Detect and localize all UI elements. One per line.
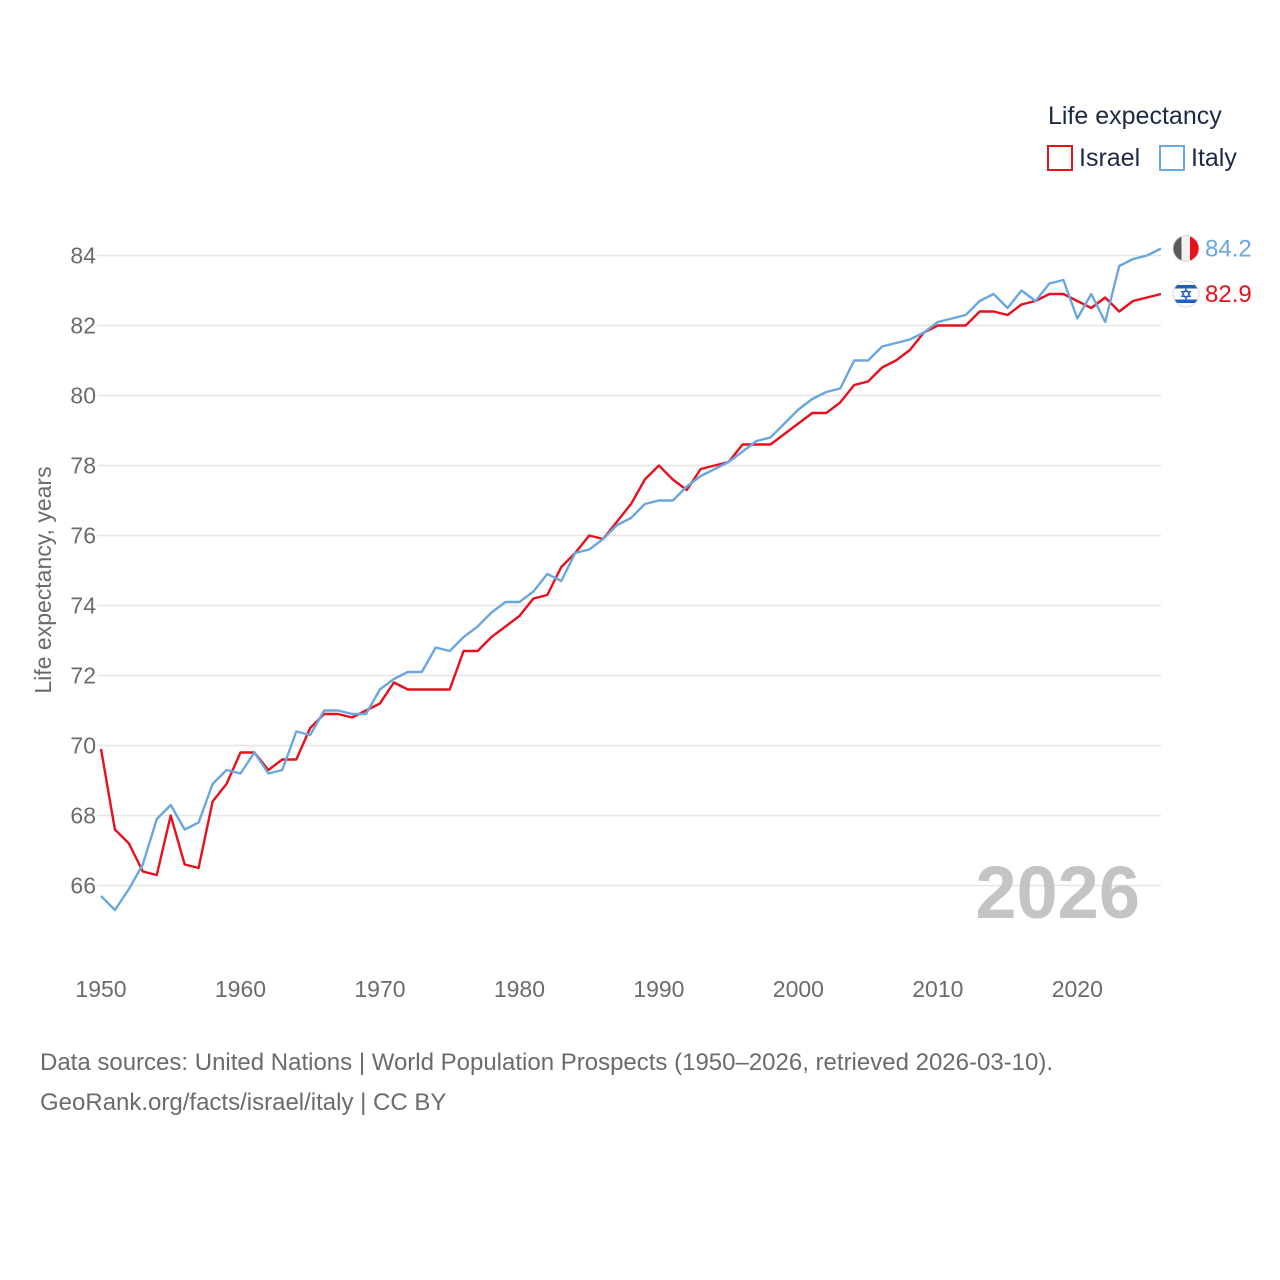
legend-item-israel[interactable]: Israel <box>1047 144 1140 172</box>
y-tick-label: 84 <box>70 243 96 269</box>
legend-label-israel: Israel <box>1079 144 1140 172</box>
y-tick-label: 72 <box>70 663 96 689</box>
end-value-israel: 82.9 <box>1205 281 1252 308</box>
end-labels: 82.9 84.2 <box>1172 235 1252 308</box>
x-tick-label: 1990 <box>633 976 684 1002</box>
series-lines <box>99 247 1162 912</box>
license-link[interactable]: GeoRank.org/facts/israel/italy | CC BY <box>40 1089 447 1116</box>
legend-swatch-italy <box>1159 145 1185 171</box>
y-tick-label: 82 <box>70 313 96 339</box>
y-axis-ticks: 66 68 70 72 74 76 78 80 82 84 <box>70 243 96 899</box>
y-axis-label: Life expectancy, years <box>30 466 56 693</box>
x-axis-ticks: 1950 1960 1970 1980 1990 2000 2010 2020 <box>75 976 1102 1002</box>
gridlines <box>97 254 1161 887</box>
y-tick-label: 74 <box>70 593 96 619</box>
data-source-text: Data sources: United Nations | World Pop… <box>40 1049 1054 1076</box>
legend-item-italy[interactable]: Italy <box>1159 144 1237 172</box>
legend: Life expectancy Israel Italy <box>1047 102 1237 172</box>
x-tick-label: 2000 <box>773 976 824 1002</box>
flag-israel-icon <box>1172 280 1200 308</box>
legend-swatch-israel <box>1047 145 1073 171</box>
y-tick-label: 80 <box>70 383 96 409</box>
end-value-italy: 84.2 <box>1205 236 1252 263</box>
y-tick-label: 76 <box>70 523 96 549</box>
series-line-israel[interactable] <box>99 292 1162 877</box>
series-line-italy[interactable] <box>100 247 1162 912</box>
x-tick-label: 1980 <box>494 976 545 1002</box>
x-tick-label: 1950 <box>75 976 126 1002</box>
legend-label-italy: Italy <box>1191 144 1237 172</box>
y-tick-label: 70 <box>70 733 96 759</box>
flag-italy-icon <box>1172 235 1200 262</box>
year-watermark: 2026 <box>975 851 1140 934</box>
y-tick-label: 66 <box>70 873 96 899</box>
y-tick-label: 68 <box>70 803 96 829</box>
legend-title: Life expectancy <box>1048 102 1222 130</box>
x-tick-label: 2010 <box>912 976 963 1002</box>
source-footer: Data sources: United Nations | World Pop… <box>40 1043 1053 1123</box>
x-tick-label: 2020 <box>1052 976 1103 1002</box>
x-tick-label: 1960 <box>215 976 266 1002</box>
x-tick-label: 1970 <box>354 976 405 1002</box>
y-tick-label: 78 <box>70 453 96 479</box>
